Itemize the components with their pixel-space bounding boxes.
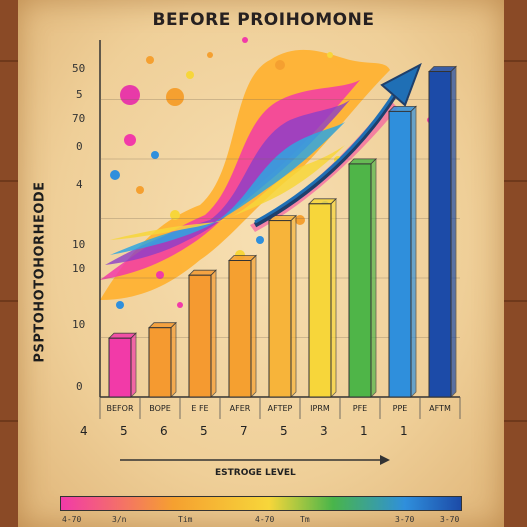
y-scribble: 5 (76, 88, 83, 101)
bar-side (250, 254, 257, 398)
bar-front (108, 337, 132, 398)
bar (348, 157, 377, 398)
bar (308, 197, 337, 398)
chart-title: BEFORE PROIHOMONE (152, 10, 375, 30)
bar (388, 105, 417, 398)
bar (428, 65, 457, 398)
bar-side (450, 65, 457, 398)
x-tick-label: AFTM (429, 404, 451, 413)
bottom-tick-label: Tm (300, 515, 310, 524)
footer-number: 4 (80, 424, 88, 438)
y-scribble: 4 (76, 178, 83, 191)
y-scribble: 70 (72, 112, 86, 125)
x-tick-label: PPE (393, 404, 408, 413)
bar-front (228, 260, 252, 398)
bar-side (370, 157, 377, 398)
x-tick-labels: BEFOR BOPE E FE AFER AFTEP IPRM PFE PPE AFTM (107, 404, 451, 413)
footer-number: 7 (240, 424, 248, 438)
estrogen-gradient-bar (60, 496, 462, 511)
bar (148, 321, 177, 398)
x-tick-label: PFE (353, 404, 367, 413)
footer-number: 5 (120, 424, 128, 438)
bar (108, 332, 137, 398)
bar-front (388, 110, 412, 398)
footer-number: 1 (360, 424, 368, 438)
x-tick-label: AFTEP (268, 404, 293, 413)
bar (268, 214, 297, 398)
bar-front (188, 274, 212, 398)
footer-number: 5 (200, 424, 208, 438)
bottom-tick-label: 4-70 (255, 515, 275, 524)
y-scribble: 10 (72, 318, 86, 331)
bars-group (108, 65, 457, 398)
x-tick-label: BOPE (149, 404, 171, 413)
bottom-axis (120, 455, 390, 465)
y-scribble: 0 (76, 140, 83, 153)
bottom-tick-label: Tim (178, 515, 193, 524)
footer-number: 6 (160, 424, 168, 438)
bar (188, 269, 217, 398)
bottom-tick-label: 3-70 (395, 515, 415, 524)
footer-number: 3 (320, 424, 328, 438)
x-tick-label: AFER (230, 404, 251, 413)
bar-front (308, 203, 332, 398)
bar-front (348, 163, 372, 398)
x-tick-label: E FE (191, 404, 208, 413)
bar-side (130, 332, 137, 398)
bar-side (170, 321, 177, 398)
x-tick-label: IPRM (310, 404, 330, 413)
bottom-axis-label: ESTROGE LEVEL (215, 468, 296, 478)
footer-number: 5 (280, 424, 288, 438)
y-scribble: 10 (72, 262, 86, 275)
bar-front (268, 220, 292, 398)
bar-side (410, 105, 417, 398)
bar-side (330, 197, 337, 398)
bottom-tick-label: 3/n (112, 515, 127, 524)
bar-front (428, 71, 452, 398)
y-scribble: 0 (76, 380, 83, 393)
bottom-tick-label: 4-70 (62, 515, 82, 524)
y-scribble: 50 (72, 62, 86, 75)
bottom-tick-label: 3-70 (440, 515, 460, 524)
footer-number: 1 (400, 424, 408, 438)
bar (228, 254, 257, 398)
bar-front (148, 327, 172, 398)
y-scribble: 10 (72, 238, 86, 251)
bar-side (210, 269, 217, 398)
bar-side (290, 214, 297, 398)
x-tick-label: BEFOR (107, 404, 134, 413)
trend-arrow (253, 62, 422, 228)
